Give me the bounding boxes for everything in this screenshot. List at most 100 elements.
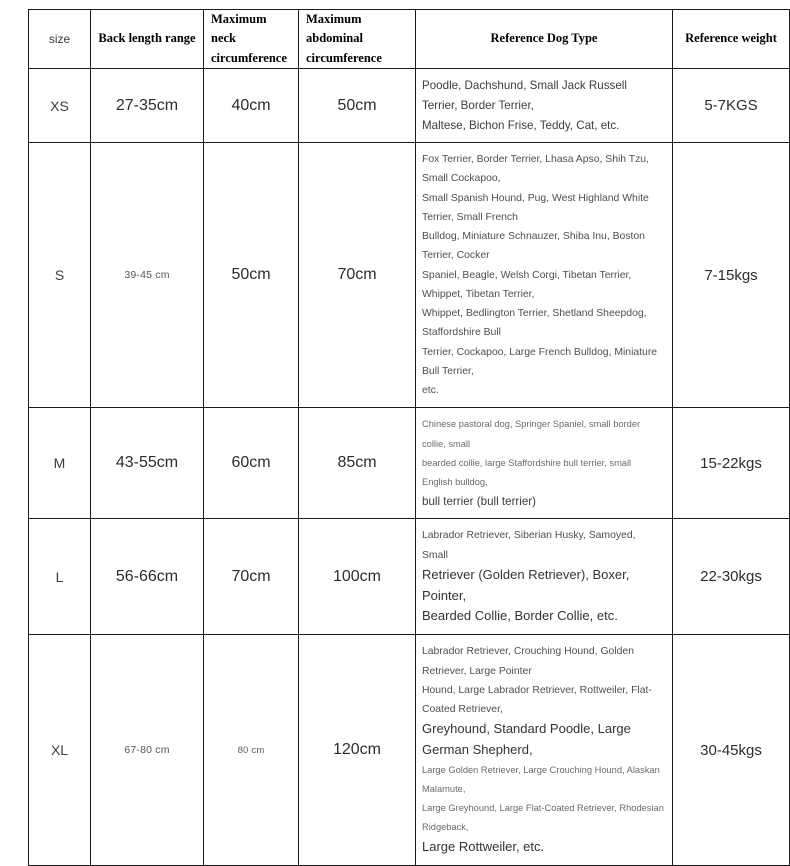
cell-back-length: 56-66cm [90, 518, 204, 636]
neck-circumference-value: 60cm [231, 454, 271, 472]
cell-abdominal-circumference: 70cm [298, 142, 416, 409]
header-cell-size: size [28, 8, 91, 70]
header-label-size: size [48, 31, 71, 46]
cell-neck-circumference: 50cm [203, 142, 299, 409]
dog-type-line: Chinese pastoral dog, Springer Spaniel, … [422, 419, 641, 449]
cell-dog-type: Fox Terrier, Border Terrier, Lhasa Apso,… [415, 142, 673, 409]
dog-type-line: Retriever (Golden Retriever), Boxer, Poi… [422, 566, 630, 603]
header-cell-back-length: Back length range [90, 8, 204, 70]
dog-type-text: Labrador Retriever, Crouching Hound, Gol… [416, 635, 672, 865]
reference-weight-value: 5-7KGS [704, 97, 758, 115]
cell-size: M [28, 407, 91, 520]
dog-type-line: bearded collie, large Staffordshire bull… [422, 457, 632, 487]
dog-type-text: Poodle, Dachshund, Small Jack Russell Te… [416, 69, 672, 142]
cell-dog-type: Chinese pastoral dog, Springer Spaniel, … [415, 407, 673, 520]
cell-dog-type: Labrador Retriever, Siberian Husky, Samo… [415, 518, 673, 636]
size-label: L [55, 568, 64, 585]
cell-back-length: 67-80 cm [90, 634, 204, 866]
abdominal-circumference-value: 50cm [337, 96, 377, 114]
header-label-neck-circumference: Maximum neck circumference [211, 12, 287, 65]
cell-neck-circumference: 40cm [203, 68, 299, 144]
cell-dog-type: Labrador Retriever, Crouching Hound, Gol… [415, 634, 673, 866]
reference-weight-value: 7-15kgs [704, 266, 758, 284]
neck-circumference-value: 50cm [231, 266, 271, 284]
header-cell-dog-type: Reference Dog Type [415, 8, 673, 70]
cell-size: XS [28, 68, 91, 144]
dog-type-line: etc. [422, 385, 439, 397]
cell-neck-circumference: 60cm [203, 407, 299, 520]
dog-type-text: Labrador Retriever, Siberian Husky, Samo… [416, 519, 672, 634]
dog-type-line: Bulldog, Miniature Schnauzer, Shiba Inu,… [422, 231, 645, 262]
dog-type-line: Small Spanish Hound, Pug, West Highland … [422, 192, 649, 223]
dog-type-line: Spaniel, Beagle, Welsh Corgi, Tibetan Te… [422, 269, 632, 300]
cell-back-length: 39-45 cm [90, 142, 204, 409]
dog-type-line: Large Greyhound, Large Flat-Coated Retri… [422, 802, 664, 832]
back-length-value: 43-55cm [115, 454, 179, 472]
cell-reference-weight: 5-7KGS [672, 68, 790, 144]
cell-back-length: 27-35cm [90, 68, 204, 144]
abdominal-circumference-value: 120cm [332, 741, 382, 759]
neck-circumference-value: 40cm [231, 96, 271, 114]
size-chart-page: size Back length range Maximum neck circu… [28, 8, 790, 866]
table-row: XL 67-80 cm 80 cm 120cm Labrador Retriev… [28, 634, 790, 866]
cell-size: XL [28, 634, 91, 866]
dog-type-line: Large Rottweiler, etc. [422, 839, 545, 855]
reference-weight-value: 30-45kgs [700, 741, 762, 759]
back-length-value: 67-80 cm [124, 744, 170, 757]
size-label: XS [50, 97, 69, 114]
cell-back-length: 43-55cm [90, 407, 204, 520]
cell-abdominal-circumference: 120cm [298, 634, 416, 866]
dog-type-line: Poodle, Dachshund, Small Jack Russell Te… [422, 79, 627, 112]
neck-circumference-value: 80 cm [237, 744, 265, 756]
table-row: S 39-45 cm 50cm 70cm Fox Terrier, Border… [28, 142, 790, 409]
dog-type-text: Chinese pastoral dog, Springer Spaniel, … [416, 408, 672, 518]
header-label-abdominal-circumference: Maximum abdominal circumference [306, 12, 382, 65]
dog-type-line: Bearded Collie, Border Collie, etc. [422, 608, 618, 624]
cell-size: S [28, 142, 91, 409]
cell-neck-circumference: 80 cm [203, 634, 299, 866]
abdominal-circumference-value: 70cm [337, 266, 377, 284]
back-length-value: 56-66cm [115, 567, 179, 585]
cell-dog-type: Poodle, Dachshund, Small Jack Russell Te… [415, 68, 673, 144]
neck-circumference-value: 70cm [231, 567, 271, 585]
reference-weight-value: 22-30kgs [700, 568, 762, 586]
table-row: L 56-66cm 70cm 100cm Labrador Retriever,… [28, 518, 790, 636]
cell-reference-weight: 7-15kgs [672, 142, 790, 409]
dog-size-chart-table: size Back length range Maximum neck circu… [28, 8, 790, 866]
dog-type-text: Fox Terrier, Border Terrier, Lhasa Apso,… [416, 143, 672, 407]
header-cell-neck-circumference: Maximum neck circumference [203, 8, 299, 70]
size-label: M [53, 455, 66, 472]
cell-reference-weight: 30-45kgs [672, 634, 790, 866]
cell-size: L [28, 518, 91, 636]
dog-type-line: Labrador Retriever, Crouching Hound, Gol… [422, 646, 634, 677]
header-label-reference-weight: Reference weight [685, 31, 777, 46]
dog-type-line: Hound, Large Labrador Retriever, Rottwei… [422, 684, 652, 716]
back-length-value: 39-45 cm [124, 269, 170, 282]
table-row: M 43-55cm 60cm 85cm Chinese pastoral dog… [28, 407, 790, 520]
table-header-row: size Back length range Maximum neck circu… [28, 8, 790, 70]
dog-type-line: Labrador Retriever, Siberian Husky, Samo… [422, 530, 636, 561]
cell-abdominal-circumference: 50cm [298, 68, 416, 144]
size-label: XL [50, 742, 69, 759]
dog-type-line: Fox Terrier, Border Terrier, Lhasa Apso,… [422, 154, 649, 185]
dog-type-line: Maltese, Bichon Frise, Teddy, Cat, etc. [422, 118, 620, 132]
header-label-back-length: Back length range [98, 31, 196, 46]
dog-type-line: Terrier, Cockapoo, Large French Bulldog,… [422, 346, 658, 377]
header-cell-reference-weight: Reference weight [672, 8, 790, 70]
cell-reference-weight: 22-30kgs [672, 518, 790, 636]
header-cell-abdominal-circumference: Maximum abdominal circumference [298, 8, 416, 70]
dog-type-line: Large Golden Retriever, Large Crouching … [422, 764, 660, 794]
cell-neck-circumference: 70cm [203, 518, 299, 636]
dog-type-line: Greyhound, Standard Poodle, Large German… [422, 721, 631, 758]
cell-reference-weight: 15-22kgs [672, 407, 790, 520]
dog-type-line: Whippet, Bedlington Terrier, Shetland Sh… [422, 308, 647, 339]
table-row: XS 27-35cm 40cm 50cm Poodle, Dachshund, … [28, 68, 790, 144]
abdominal-circumference-value: 85cm [337, 454, 377, 472]
header-label-dog-type: Reference Dog Type [490, 31, 598, 46]
reference-weight-value: 15-22kgs [700, 454, 762, 472]
cell-abdominal-circumference: 100cm [298, 518, 416, 636]
size-label: S [54, 267, 65, 284]
abdominal-circumference-value: 100cm [332, 567, 382, 585]
dog-type-line: bull terrier (bull terrier) [422, 494, 537, 508]
back-length-value: 27-35cm [115, 96, 179, 114]
